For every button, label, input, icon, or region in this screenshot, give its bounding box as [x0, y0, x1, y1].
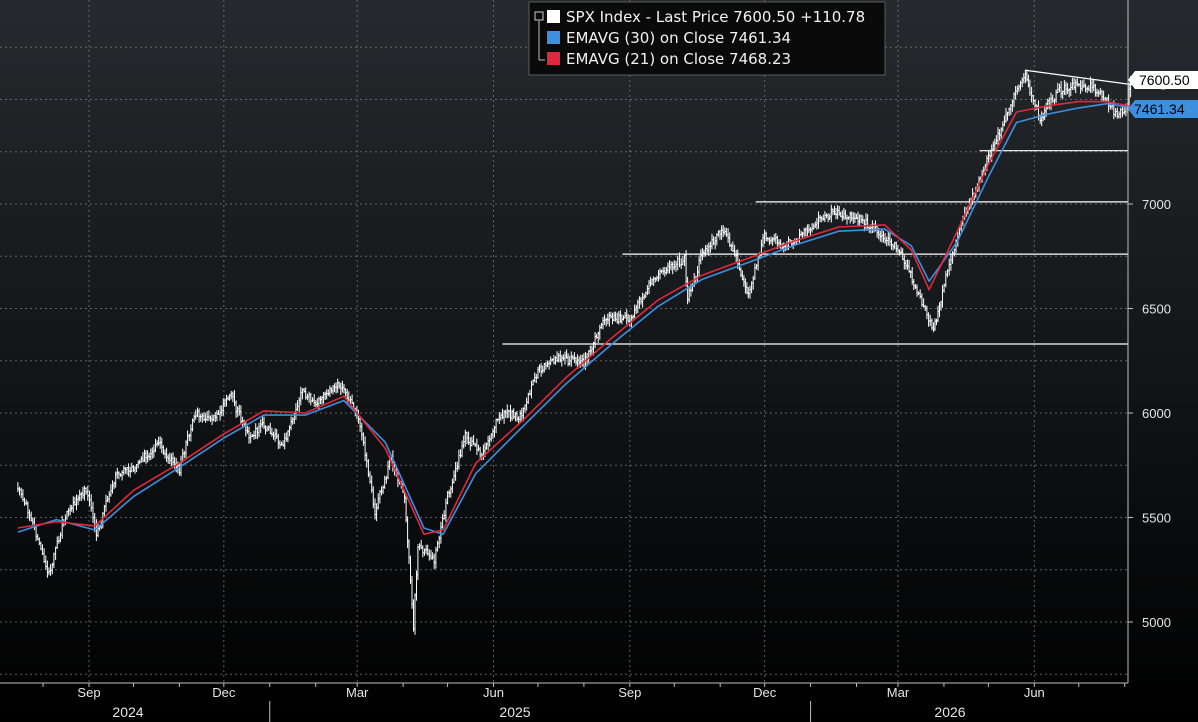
price-point [1039, 119, 1041, 121]
price-point [673, 264, 675, 266]
price-point [932, 328, 935, 330]
price-point [649, 280, 652, 282]
y-tick-label: 5500 [1142, 511, 1171, 526]
ema-lines [17, 100, 1131, 536]
price-point [898, 249, 901, 251]
price-point [1076, 84, 1078, 86]
price-point [17, 487, 19, 489]
price-point [132, 466, 135, 468]
price-point [830, 211, 832, 213]
price-point [604, 318, 606, 320]
price-point [85, 487, 87, 489]
price-point [701, 253, 704, 255]
price-point [1058, 90, 1061, 92]
price-point [722, 228, 724, 230]
price-point [30, 516, 32, 519]
price-point [115, 475, 117, 477]
price-point [784, 245, 786, 247]
price-point [433, 560, 435, 562]
price-point [857, 218, 859, 220]
legend-swatch-ema30 [547, 31, 560, 44]
price-point [63, 518, 65, 521]
price-point [95, 533, 98, 535]
price-point [684, 257, 686, 259]
x-tick-label: Dec [212, 685, 236, 700]
price-point [500, 412, 502, 414]
price-point [248, 437, 250, 439]
price-point [878, 230, 880, 232]
ema21-line [17, 100, 1131, 536]
x-tick-label: Mar [346, 685, 369, 700]
price-point [209, 420, 212, 422]
price-point [464, 435, 466, 437]
price-point [261, 422, 263, 425]
price-point [178, 468, 180, 471]
price-point [403, 496, 406, 498]
price-point [417, 544, 419, 546]
price-point [479, 454, 481, 456]
price-point [230, 395, 232, 397]
price-point [764, 234, 766, 236]
price-point [1047, 103, 1049, 105]
price-point [811, 224, 813, 226]
x-tick-label: Mar [887, 685, 910, 700]
price-point [537, 370, 539, 372]
support-levels [502, 69, 1165, 345]
price-point [941, 291, 944, 293]
price-point [374, 510, 376, 512]
ema30-line [17, 102, 1131, 536]
price-point [341, 383, 343, 385]
price-point [313, 401, 315, 404]
price-point [193, 412, 195, 414]
last-price-tag-label: 7600.50 [1139, 72, 1190, 88]
legend-collapse-icon[interactable] [534, 11, 544, 21]
axes: 5000 5500 6000 6500 7000 Sep Dec Mar Jun Sep Dec Ma… [0, 0, 1171, 722]
price-point [519, 416, 521, 418]
price-point [558, 358, 560, 360]
ema-tag [1128, 100, 1198, 118]
price-point [629, 318, 631, 320]
price-point [747, 295, 749, 297]
price-point [158, 443, 160, 445]
legend-label-price: SPX Index - Last Price 7600.50 +110.78 [566, 8, 865, 26]
price-point [1116, 117, 1118, 119]
price-point [1029, 88, 1031, 90]
legend: SPX Index - Last Price 7600.50 +110.78 E… [528, 1, 886, 76]
y-tick-label: 7000 [1142, 197, 1171, 212]
ema-tag-label: 7461.34 [1134, 101, 1185, 117]
price-point [687, 297, 689, 299]
price-point [986, 161, 988, 163]
y-tick-label: 6000 [1142, 406, 1171, 421]
x-tick-label: Sep [77, 685, 100, 700]
y-tick-label: 5000 [1142, 615, 1171, 630]
price-point [1106, 98, 1108, 101]
year-label: 2024 [112, 704, 143, 720]
price-point [1091, 86, 1093, 88]
price-point [1024, 69, 1027, 71]
price-point [48, 573, 50, 575]
last-price-tag [1128, 71, 1198, 89]
price-tags: 7600.50 7461.34 [1128, 71, 1198, 118]
x-tick-label: Jun [483, 685, 504, 700]
x-tick-label: Jun [1024, 685, 1045, 700]
price-point [282, 443, 284, 445]
legend-swatch-ema21 [547, 52, 560, 65]
year-label: 2026 [934, 704, 965, 720]
price-point [359, 422, 361, 425]
legend-label-ema21: EMAVG (21) on Close 7468.23 [566, 50, 791, 68]
legend-box [528, 1, 886, 76]
x-tick-label: Sep [618, 685, 641, 700]
x-tick-label: Dec [753, 685, 777, 700]
legend-swatch-price [547, 10, 560, 23]
price-point [919, 297, 921, 299]
y-tick-label: 6500 [1142, 302, 1171, 317]
year-label: 2025 [499, 704, 530, 720]
legend-label-ema30: EMAVG (30) on Close 7461.34 [566, 29, 791, 47]
price-point [412, 625, 415, 627]
price-point [1008, 109, 1010, 111]
price-point [301, 391, 303, 393]
price-point [446, 496, 449, 498]
